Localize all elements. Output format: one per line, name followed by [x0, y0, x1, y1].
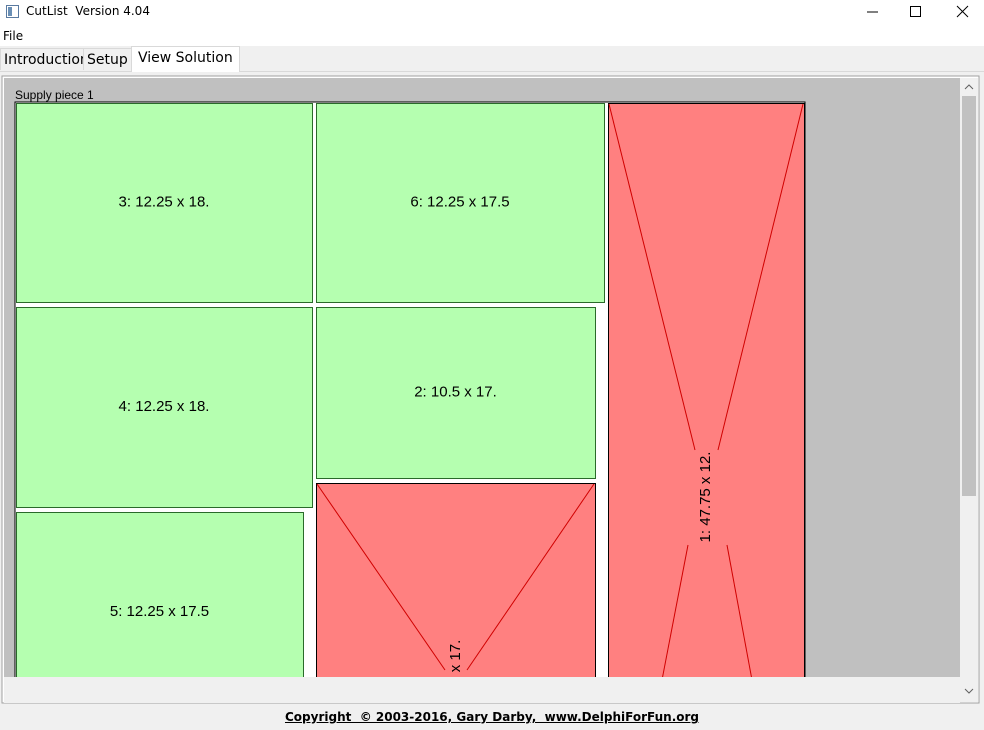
piece-label: 5: 12.25 x 17.5: [110, 603, 209, 620]
window-controls[interactable]: [850, 0, 984, 24]
close-button[interactable]: [956, 5, 969, 18]
cut-piece: [16, 512, 304, 677]
title-bar: CutList Version 4.04: [0, 0, 984, 24]
maximize-button[interactable]: [910, 6, 921, 17]
waste-marker: [466, 483, 595, 671]
scroll-thumb[interactable]: [962, 96, 976, 496]
scroll-up[interactable]: [964, 84, 974, 90]
cut-piece: [16, 307, 313, 508]
tab-active[interactable]: View Solution: [131, 46, 240, 72]
menu-item[interactable]: File: [3, 29, 24, 43]
supply-label: Supply piece 1: [15, 88, 94, 102]
menu-bar: File: [0, 24, 984, 46]
waste-piece: [608, 103, 805, 677]
window-title: CutList Version 4.04: [26, 4, 150, 18]
waste-piece: [316, 483, 596, 677]
scroll-down[interactable]: [964, 688, 974, 694]
horizontal-scroll-area: [4, 677, 960, 703]
piece-label: 4: 12.25 x 18.: [119, 398, 210, 415]
cut-piece: [316, 103, 605, 303]
app-icon: [6, 5, 19, 18]
waste-marker: [717, 103, 804, 451]
solution-view: Supply piece 1 3: 12.25 x 18. 6: 12.25 x 1…: [1, 75, 980, 704]
cut-piece: [316, 307, 596, 479]
board: Supply piece 1 3: 12.25 x 18. 6: 12.25 x 1…: [14, 88, 806, 677]
piece-label: 6: 12.25 x 17.5: [410, 193, 509, 210]
piece-label: x 17.: [447, 640, 464, 673]
waste-marker: [662, 544, 689, 677]
waste-marker: [316, 483, 446, 671]
waste-marker: [608, 103, 696, 451]
copyright-footer: Copyright © 2003-2016, Gary Darby, www.D…: [284, 710, 700, 724]
piece-label: 3: 12.25 x 18.: [119, 193, 210, 210]
piece-label: 2: 10.5 x 17.: [414, 383, 497, 400]
cut-piece: [16, 103, 313, 303]
piece-label: 1: 47.75 x 12.: [697, 452, 714, 543]
waste-marker: [726, 544, 752, 677]
